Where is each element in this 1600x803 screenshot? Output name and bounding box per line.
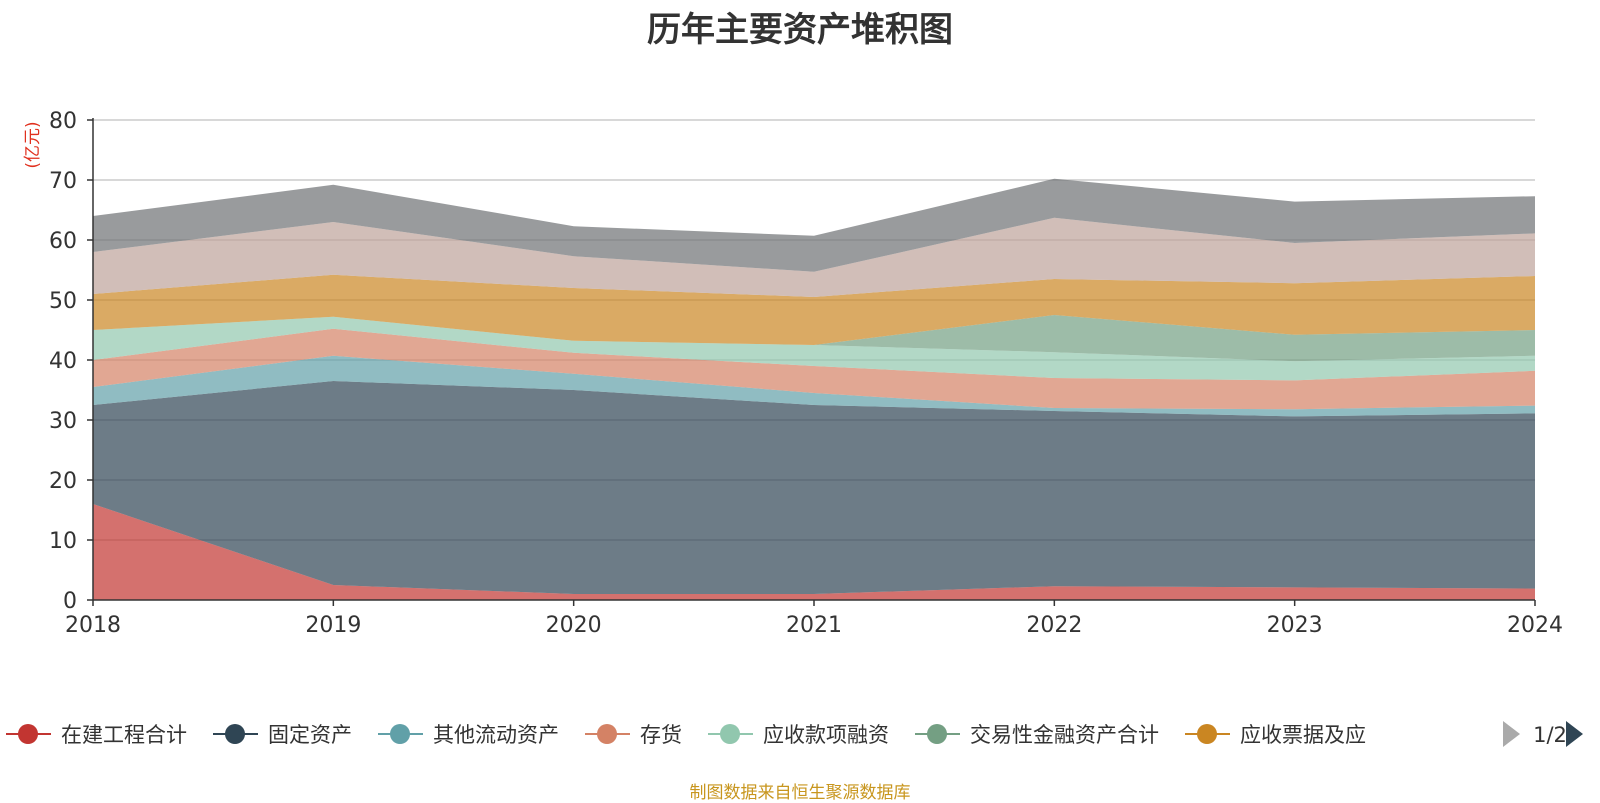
y-tick-label: 80 — [49, 109, 77, 134]
y-ticks: 0 10 20 30 40 50 60 70 80 — [49, 109, 93, 614]
y-tick-label: 30 — [49, 409, 77, 434]
x-tick-label: 2019 — [305, 613, 361, 638]
legend-item[interactable]: 在建工程合计 — [6, 723, 187, 747]
y-tick-label: 10 — [49, 529, 77, 554]
legend-marker — [927, 724, 947, 744]
legend-prev-page-icon[interactable] — [1503, 721, 1520, 747]
legend-marker — [225, 724, 245, 744]
area-series-货币资金[interactable] — [93, 217, 1535, 297]
legend-item[interactable]: 存货 — [585, 723, 682, 747]
legend-label: 应收款项融资 — [763, 723, 889, 747]
legend-item[interactable]: 交易性金融资产合计 — [915, 723, 1159, 747]
x-tick-label: 2022 — [1026, 613, 1082, 638]
area-series-在建工程合计[interactable] — [93, 504, 1535, 600]
legend-item[interactable]: 应收票据及应 — [1185, 723, 1366, 747]
area-series-存货[interactable] — [93, 328, 1535, 410]
y-tick-label: 40 — [49, 349, 77, 374]
y-tick-label: 0 — [63, 589, 77, 614]
y-tick-label: 60 — [49, 229, 77, 254]
legend-label: 在建工程合计 — [61, 723, 187, 747]
area-series-交易性金融资产合计[interactable] — [93, 315, 1535, 362]
area-series-其他[interactable] — [93, 178, 1535, 272]
area-series-应收款项融资[interactable] — [93, 316, 1535, 381]
legend-label: 应收票据及应 — [1240, 723, 1366, 747]
legend-item[interactable]: 应收款项融资 — [708, 723, 889, 747]
legend-marker — [720, 724, 740, 744]
legend-label: 交易性金融资产合计 — [970, 723, 1159, 747]
legend-item[interactable]: 其他流动资产 — [378, 723, 559, 747]
legend-page-indicator: 1/2 — [1533, 723, 1567, 747]
area-series — [93, 178, 1535, 600]
x-ticks: 2018 2019 2020 2021 2022 2023 2024 — [65, 600, 1563, 638]
y-axis-unit-label: (亿元) — [23, 121, 43, 168]
chart-title: 历年主要资产堆积图 — [647, 10, 953, 50]
area-series-其他流动资产[interactable] — [93, 355, 1535, 417]
legend-item[interactable]: 固定资产 — [213, 723, 352, 747]
x-tick-label: 2024 — [1507, 613, 1563, 638]
y-tick-label: 50 — [49, 289, 77, 314]
x-tick-label: 2023 — [1267, 613, 1323, 638]
legend-label: 存货 — [640, 723, 682, 747]
legend-label: 其他流动资产 — [433, 723, 559, 747]
y-tick-label: 70 — [49, 169, 77, 194]
legend-marker — [597, 724, 617, 744]
legend: 在建工程合计 固定资产 其他流动资产 存货 应收款项融资 交易性金融资产合计 应收票据及应 1… — [6, 721, 1583, 747]
legend-marker — [1197, 724, 1217, 744]
x-tick-label: 2020 — [546, 613, 602, 638]
area-series-固定资产[interactable] — [93, 381, 1535, 594]
legend-label: 固定资产 — [268, 723, 352, 747]
x-tick-label: 2018 — [65, 613, 121, 638]
legend-marker — [390, 724, 410, 744]
y-tick-label: 20 — [49, 469, 77, 494]
data-source-note: 制图数据来自恒生聚源数据库 — [689, 783, 911, 803]
legend-marker — [18, 724, 38, 744]
legend-next-page-icon[interactable] — [1566, 721, 1583, 747]
x-tick-label: 2021 — [786, 613, 842, 638]
area-series-应收票据及应收账款[interactable] — [93, 274, 1535, 345]
legend-pager: 1/2 — [1503, 721, 1583, 747]
